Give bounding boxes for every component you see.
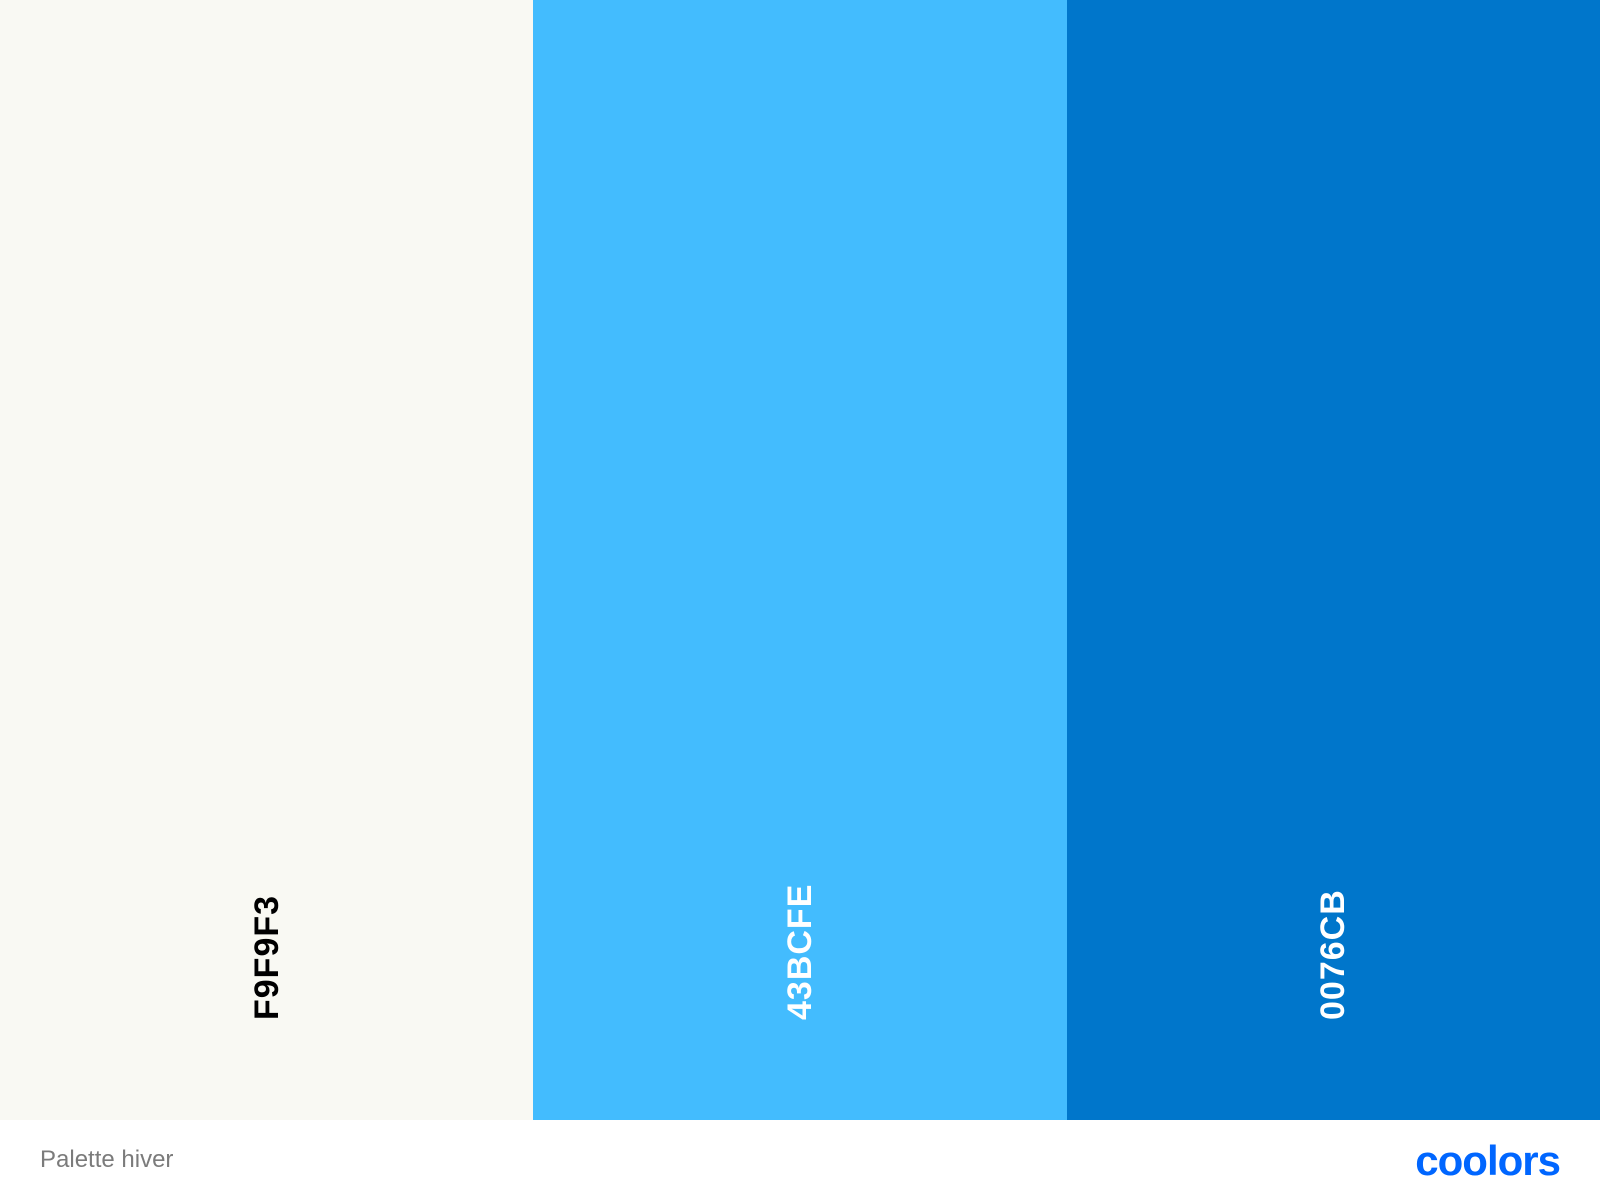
color-swatch-2[interactable]: 43BCFE <box>533 0 1067 1120</box>
hex-code-label: F9F9F3 <box>247 894 286 1020</box>
footer: Palette hiver coolors <box>0 1120 1600 1200</box>
palette: F9F9F3 43BCFE 0076CB <box>0 0 1600 1120</box>
palette-name: Palette hiver <box>40 1146 174 1173</box>
color-swatch-1[interactable]: F9F9F3 <box>0 0 534 1120</box>
color-swatch-3[interactable]: 0076CB <box>1066 0 1600 1120</box>
coolors-logo[interactable]: coolors <box>1415 1137 1561 1184</box>
hex-code-label: 43BCFE <box>780 883 819 1020</box>
hex-code-label: 0076CB <box>1314 889 1353 1020</box>
